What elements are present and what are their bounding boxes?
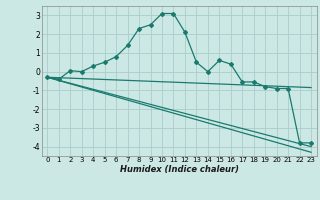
X-axis label: Humidex (Indice chaleur): Humidex (Indice chaleur) bbox=[120, 165, 239, 174]
